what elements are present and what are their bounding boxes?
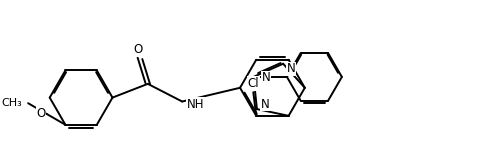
Text: N: N	[261, 71, 270, 84]
Text: N: N	[287, 62, 295, 75]
Text: Cl: Cl	[247, 77, 259, 90]
Text: N: N	[261, 98, 269, 111]
Text: O: O	[133, 43, 142, 56]
Text: O: O	[36, 106, 46, 119]
Text: CH₃: CH₃	[2, 98, 22, 108]
Text: NH: NH	[187, 98, 204, 111]
